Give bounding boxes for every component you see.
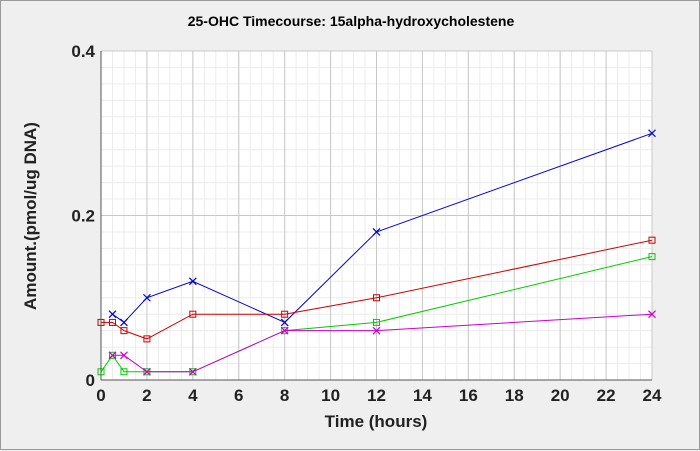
data-point-cross	[372, 228, 381, 236]
series-layer	[97, 129, 656, 376]
y-tick-label: 0.2	[71, 207, 95, 226]
data-point-cross	[648, 310, 656, 319]
y-tick-label: 0.4	[71, 42, 95, 61]
major-gridlines	[100, 50, 653, 381]
series-magenta-cross	[108, 310, 656, 376]
data-point-square	[373, 294, 380, 302]
y-tick-label: 0	[86, 371, 95, 390]
data-point-square	[189, 310, 197, 318]
x-tick-label: 24	[643, 386, 662, 405]
data-point-cross	[142, 367, 151, 376]
x-tick-label: 8	[280, 386, 289, 405]
data-point-cross	[108, 310, 117, 319]
x-tick-label: 6	[234, 386, 243, 405]
series-line-red-square	[101, 239, 653, 340]
series-blue-cross	[108, 129, 656, 327]
data-point-cross	[372, 326, 381, 335]
series-red-square	[97, 236, 656, 343]
data-point-cross	[108, 351, 117, 360]
x-tick-labels: 0 2 4 6 8 10 12 14 16 18 20 22 24	[96, 386, 662, 405]
data-point-square	[281, 310, 289, 318]
data-point-cross	[188, 367, 197, 376]
x-tick-label: 18	[505, 386, 524, 405]
data-point-square	[648, 236, 656, 244]
y-tick-labels: 0 0.2 0.4	[71, 42, 95, 390]
x-tick-label: 20	[551, 386, 570, 405]
x-axis-label: Time (hours)	[325, 412, 428, 431]
x-tick-label: 2	[142, 386, 151, 405]
x-tick-label: 12	[367, 386, 386, 405]
data-point-square	[648, 253, 656, 261]
data-point-square	[373, 318, 380, 326]
y-axis-label: Amount.(pmol/ug DNA)	[21, 122, 40, 310]
data-point-square	[120, 327, 128, 335]
data-point-cross	[280, 318, 289, 327]
x-tick-label: 0	[96, 386, 105, 405]
data-point-cross	[120, 351, 128, 360]
x-tick-label: 16	[459, 386, 478, 405]
data-point-cross	[280, 326, 289, 335]
data-point-cross	[188, 277, 197, 286]
chart-title: 25-OHC Timecourse: 15alpha-hydroxycholes…	[188, 13, 515, 29]
data-point-cross	[120, 318, 128, 327]
x-tick-label: 10	[321, 386, 340, 405]
data-point-square	[108, 318, 116, 326]
data-point-square	[120, 368, 128, 376]
x-tick-label: 22	[597, 386, 616, 405]
x-tick-label: 14	[413, 386, 432, 405]
axes	[100, 51, 652, 381]
data-point-cross	[648, 129, 656, 138]
data-point-square	[143, 335, 151, 343]
data-point-cross	[142, 293, 151, 302]
x-tick-label: 4	[188, 386, 198, 405]
